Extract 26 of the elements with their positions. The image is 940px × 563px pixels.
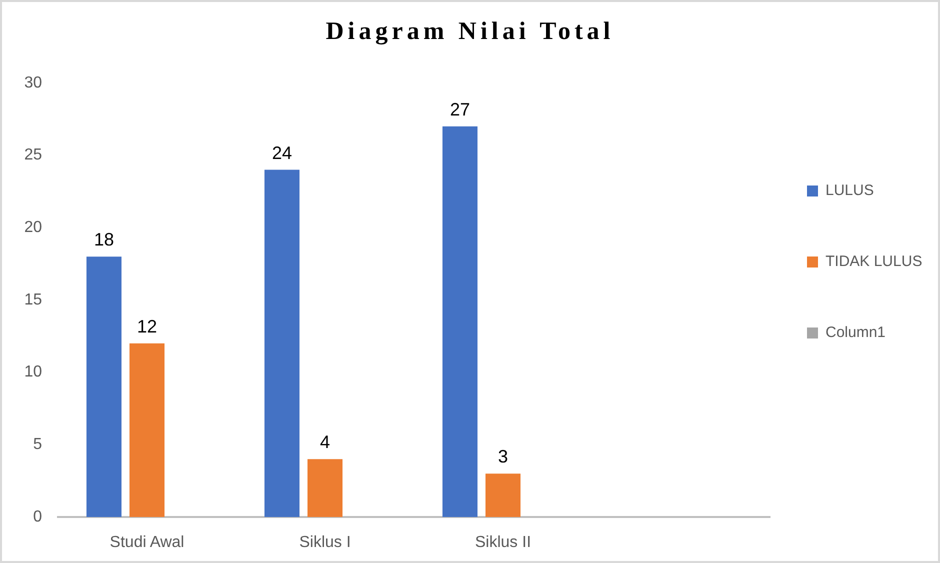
data-label: 12 xyxy=(136,316,158,336)
x-tick-label: Siklus II xyxy=(474,534,532,552)
y-tick-label: 15 xyxy=(24,291,42,308)
y-tick-label: 10 xyxy=(24,364,42,381)
data-label: 18 xyxy=(94,230,114,250)
bar xyxy=(129,343,165,517)
bar xyxy=(264,170,300,517)
y-tick-label: 30 xyxy=(24,74,42,92)
legend-label: LULUS xyxy=(826,182,874,200)
legend-label: TIDAK LULUS xyxy=(826,253,922,270)
bar xyxy=(442,126,478,517)
y-tick-label: 5 xyxy=(33,436,42,454)
y-tick-label: 20 xyxy=(24,219,42,236)
data-label: 24 xyxy=(272,142,292,163)
x-tick-label: Siklus I xyxy=(299,534,351,552)
data-label: 3 xyxy=(498,446,508,467)
y-tick-label: 25 xyxy=(24,146,42,164)
bar xyxy=(86,256,122,517)
bar xyxy=(485,474,521,517)
legend-label: Column1 xyxy=(826,324,886,342)
bar xyxy=(307,459,343,517)
chart-title: Diagram Nilai Total xyxy=(324,18,616,46)
y-tick-label: 0 xyxy=(33,508,42,526)
data-label: 4 xyxy=(320,432,330,452)
x-tick-label: Studi Awal xyxy=(110,534,184,552)
data-label: 27 xyxy=(450,99,470,120)
